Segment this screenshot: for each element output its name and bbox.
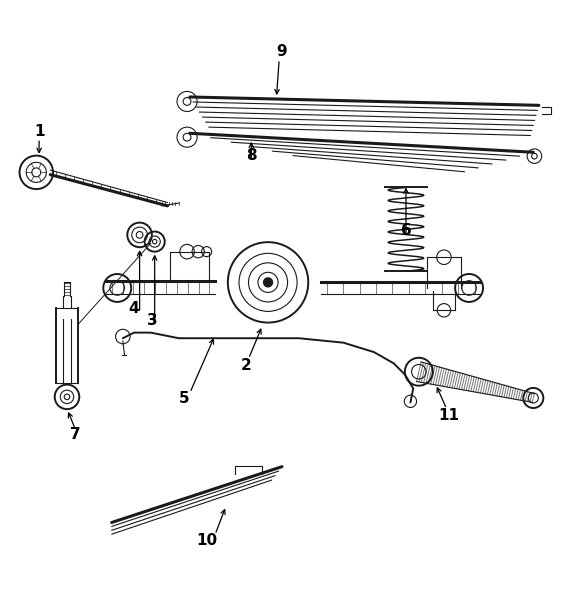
Circle shape [263, 278, 272, 287]
Text: 2: 2 [240, 357, 251, 373]
Text: 11: 11 [438, 408, 459, 423]
Text: 10: 10 [196, 533, 217, 548]
Text: 3: 3 [147, 314, 158, 328]
Text: 5: 5 [179, 391, 190, 406]
Text: 4: 4 [129, 301, 139, 316]
Text: 1: 1 [34, 124, 45, 139]
Text: 9: 9 [277, 44, 287, 59]
Text: 6: 6 [400, 223, 411, 238]
Text: 7: 7 [70, 427, 81, 442]
Text: 8: 8 [246, 148, 257, 162]
